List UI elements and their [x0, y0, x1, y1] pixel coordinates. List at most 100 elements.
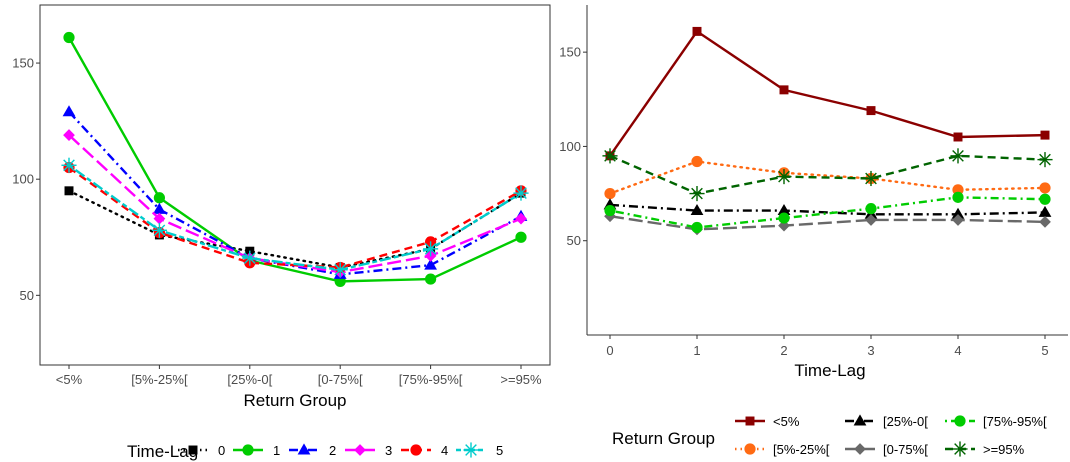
right-x-tick-label: 1 [693, 343, 700, 358]
left-series-1-point [425, 273, 437, 285]
right-y-tick-label: 150 [559, 45, 581, 60]
right-x-tick-label: 4 [954, 343, 961, 358]
left-series-2-point [153, 202, 166, 214]
right-series-line-1 [608, 160, 1047, 195]
left-series-5-point [423, 241, 439, 257]
right-legend-label-0: <5% [773, 414, 800, 429]
right-series-0-point [866, 106, 876, 116]
right-legend-label-5: >=95% [983, 442, 1025, 457]
left-series-2-point [62, 105, 76, 117]
left-legend-key-marker-1 [242, 444, 254, 456]
left-x-tick-label: >=95% [500, 372, 542, 387]
left-x-tick-label: [75%-95%[ [399, 372, 463, 387]
left-y-axis: 50 100 150 [12, 56, 40, 303]
left-legend-key-marker-3 [354, 444, 366, 456]
right-series-4-point [952, 191, 964, 203]
right-series-2-point [1038, 205, 1052, 217]
left-x-tick-label: [0-75%[ [318, 372, 363, 387]
right-legend: Return Group <5% [5%-25%[[25%-0[[0-75%[[7… [612, 414, 1047, 457]
right-series-3-point [1039, 215, 1051, 228]
right-series-5-point [776, 169, 792, 185]
left-series-line-0 [67, 189, 523, 269]
right-x-tick-label: 0 [606, 343, 613, 358]
right-series-group [602, 26, 1053, 236]
left-legend-label-5: 5 [496, 443, 503, 458]
left-series-2-point [424, 258, 437, 270]
right-series-5-point [1037, 152, 1053, 168]
right-series-line-2 [609, 203, 1046, 216]
right-series-line-3 [609, 215, 1046, 231]
right-series-0-point [692, 26, 702, 36]
right-series-4-point [604, 204, 616, 217]
left-legend-key-marker-2 [297, 443, 311, 455]
right-series-0-point [953, 132, 963, 142]
left-series-3-point [63, 129, 75, 141]
left-series-5-point [151, 222, 167, 238]
left-legend-label-1: 1 [273, 443, 280, 458]
left-series-0-point [64, 186, 74, 196]
left-series-1-point [63, 31, 75, 44]
left-x-axis-title: Return Group [244, 391, 347, 410]
left-x-tick-label: <5% [56, 372, 83, 387]
left-legend-label-3: 3 [385, 443, 392, 458]
right-series-1-point [691, 155, 703, 168]
right-legend-key-marker-3 [854, 443, 866, 455]
right-series-0-point [1040, 130, 1050, 140]
left-plot-border [39, 4, 551, 366]
right-legend-key-marker-1 [744, 443, 756, 455]
left-legend: Time-Lag 0 1 2 3 4 5 [127, 442, 503, 461]
left-x-axis: <5% [5%-25%[ [25%-0[ [0-75%[ [75%-95%[ >=95% [56, 365, 542, 387]
right-series-5-point [950, 148, 966, 164]
left-series-5-point [332, 262, 348, 278]
left-series-line-1 [67, 36, 522, 283]
right-legend-key-marker-5 [952, 441, 968, 457]
right-x-tick-label: 5 [1041, 343, 1048, 358]
right-legend-key-marker-0 [745, 416, 755, 426]
right-series-1-point [604, 187, 616, 200]
left-y-tick-label: 50 [20, 288, 34, 303]
right-series-4-point [1039, 193, 1051, 205]
left-series-3-point [515, 212, 527, 225]
right-y-tick-label: 50 [567, 233, 581, 248]
left-legend-label-0: 0 [218, 443, 225, 458]
left-x-tick-label: [5%-25%[ [131, 372, 188, 387]
left-legend-key-marker-5 [463, 442, 479, 458]
right-legend-label-4: [75%-95%[ [983, 414, 1047, 429]
right-legend-label-2: [25%-0[ [883, 414, 928, 429]
left-series-1-point [153, 192, 165, 204]
left-y-tick-label: 100 [12, 172, 34, 187]
left-legend-title: Time-Lag [127, 442, 198, 461]
left-series-group [61, 31, 529, 287]
right-series-1-point [1039, 182, 1051, 194]
right-series-3-point [952, 214, 964, 226]
left-y-tick-label: 150 [12, 56, 34, 71]
right-y-axis: 50 100 150 [559, 45, 587, 248]
right-x-axis-title: Time-Lag [794, 361, 865, 380]
right-x-tick-label: 3 [867, 343, 874, 358]
right-series-4-point [778, 212, 790, 224]
right-legend-key-marker-2 [853, 414, 867, 426]
right-series-2-point [951, 207, 965, 219]
left-series-5-point [61, 157, 77, 173]
right-series-2-point [690, 203, 704, 216]
right-y-tick-label: 100 [559, 139, 581, 154]
right-series-3-point [865, 214, 877, 226]
left-series-line-2 [68, 111, 522, 276]
right-x-axis: 0 1 2 3 4 5 [606, 335, 1049, 358]
right-series-line-0 [609, 29, 1046, 157]
right-series-line-4 [609, 196, 1046, 229]
left-series-3-point [153, 212, 166, 225]
right-series-5-point [863, 170, 879, 187]
right-series-4-point [691, 221, 703, 234]
left-series-1-point [515, 231, 527, 243]
right-series-line-5 [609, 154, 1046, 195]
left-series-5-point [242, 250, 258, 266]
right-legend-label-1: [5%-25%[ [773, 442, 830, 457]
left-x-tick-label: [25%-0[ [227, 372, 272, 387]
right-x-tick-label: 2 [780, 343, 787, 358]
left-legend-key-marker-4 [410, 444, 422, 456]
left-legend-label-4: 4 [441, 443, 448, 458]
left-series-line-5 [68, 164, 522, 271]
